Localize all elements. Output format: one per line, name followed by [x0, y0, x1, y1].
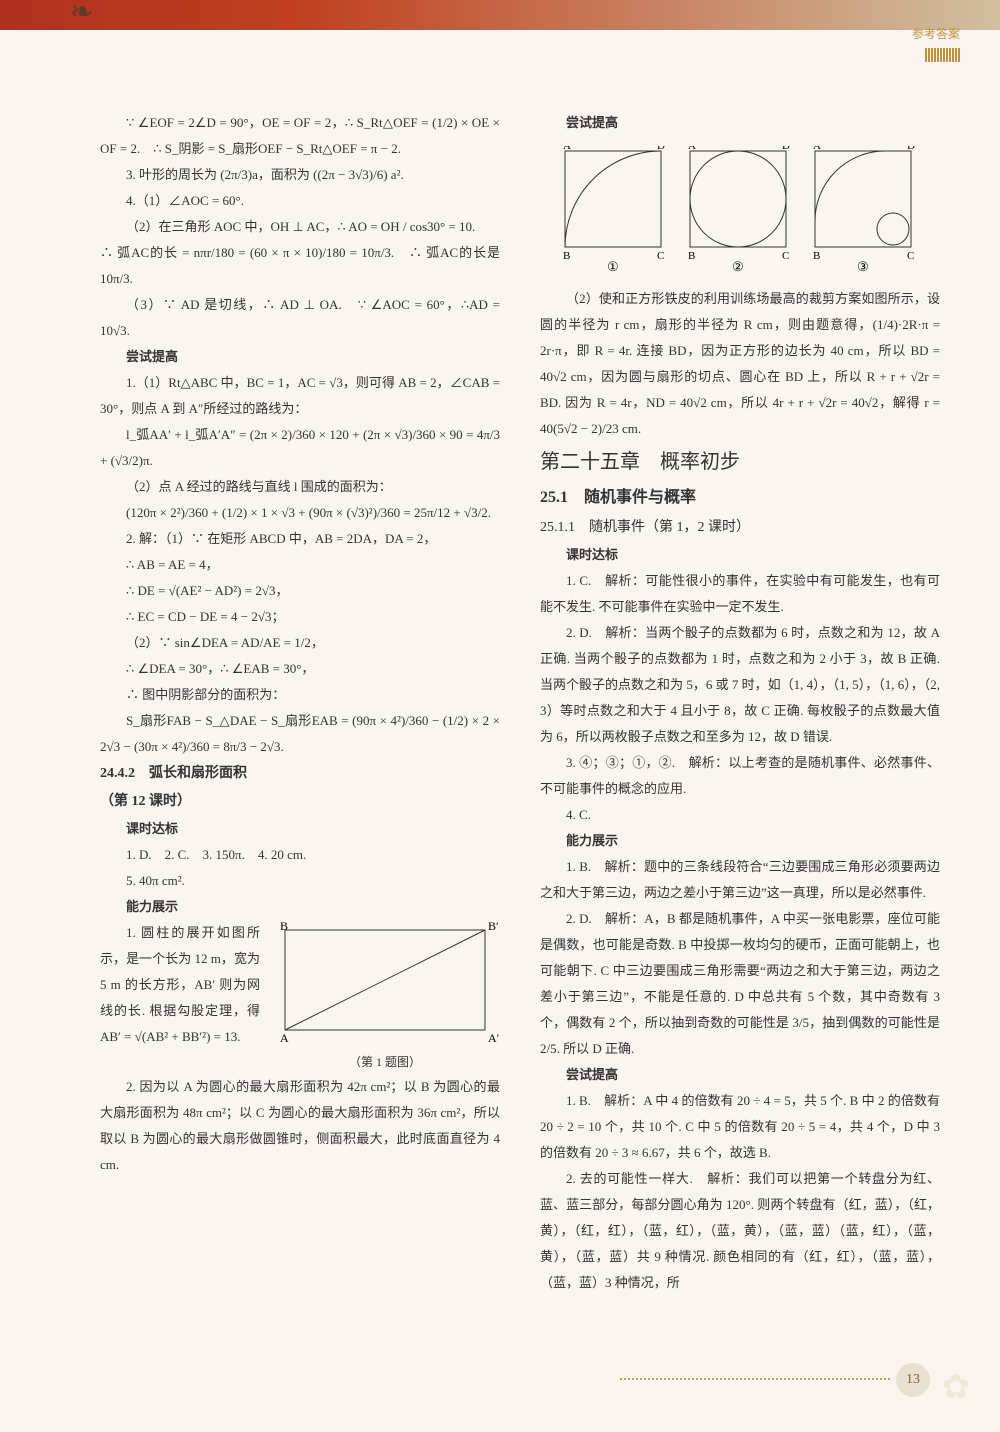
body-text: 1. 圆柱的展开如图所示，是一个长为 12 m，宽为 5 m 的长方形，AB′ … [100, 920, 260, 1050]
svg-text:B: B [688, 250, 695, 262]
body-text: 1. D. 2. C. 3. 150π. 4. 20 cm. [100, 842, 500, 868]
svg-text:A: A [563, 146, 571, 152]
subsection-heading: 尝试提高 [540, 110, 940, 136]
svg-text:B: B [563, 250, 570, 262]
svg-text:A: A [688, 146, 696, 152]
barcode-icon [925, 48, 960, 62]
section-title: 24.4.2 弧长和扇形面积 [100, 760, 500, 788]
svg-text:B: B [813, 250, 820, 262]
svg-text:③: ③ [857, 259, 869, 274]
formula: (120π × 2²)/360 + (1/2) × 1 × √3 + (90π … [100, 500, 500, 526]
section-title: 25.1 随机事件与概率 [540, 482, 940, 514]
leaf-logo-icon: ❧ [70, 0, 93, 29]
figure-caption: （第 1 题图） [270, 1050, 500, 1074]
body-text: 3. ④；③；①，②. 解析：以上考查的是随机事件、必然事件、不可能事件的概念的… [540, 750, 940, 802]
subsection-heading: 能力展示 [540, 828, 940, 854]
header-label: 参考答案 [912, 25, 960, 42]
body-text: （3）∵ AD 是切线，∴ AD ⊥ OA. ∵ ∠AOC = 60°，∴AD … [100, 292, 500, 344]
body-text: 2. D. 解析：A，B 都是随机事件，A 中买一张电影票，座位可能是偶数，也可… [540, 906, 940, 1062]
section-subtitle: （第 12 课时） [100, 788, 500, 816]
formula: S_扇形FAB − S_△DAE − S_扇形EAB = (90π × 4²)/… [100, 708, 500, 760]
text-with-figure: 1. 圆柱的展开如图所示，是一个长为 12 m，宽为 5 m 的长方形，AB′ … [100, 920, 500, 1074]
svg-text:D: D [782, 146, 790, 152]
svg-text:C: C [782, 250, 789, 262]
body-text: （2）使和正方形铁皮的利用训练场最高的裁剪方案如图所示，设圆的半径为 r cm，… [540, 286, 940, 442]
body-text: 2. 因为以 A 为圆心的最大扇形面积为 42π cm²；以 B 为圆心的最大扇… [100, 1074, 500, 1178]
body-text: 4.（1）∠AOC = 60°. [100, 188, 500, 214]
body-text: 3. 叶形的周长为 (2π/3)a，面积为 ((2π − 3√3)/6) a². [100, 162, 500, 188]
body-text: ∵ ∠EOF = 2∠D = 90°，OE = OF = 2，∴ S_Rt△OE… [100, 110, 500, 162]
two-column-body: ∵ ∠EOF = 2∠D = 90°，OE = OF = 2，∴ S_Rt△OE… [0, 30, 1000, 1336]
label-Bp: B′ [488, 920, 499, 933]
label-Ap: A′ [488, 1031, 500, 1045]
subsection-heading: 课时达标 [100, 816, 500, 842]
chapter-title: 第二十五章 概率初步 [540, 442, 940, 482]
page-root: ❧ 参考答案 ∵ ∠EOF = 2∠D = 90°，OE = OF = 2，∴ … [0, 0, 1000, 1432]
body-text: ∴ ∠DEA = 30°，∴ ∠EAB = 30°， [100, 656, 500, 682]
svg-text:D: D [907, 146, 915, 152]
svg-text:A: A [813, 146, 821, 152]
body-text: ∴ 图中阴影部分的面积为： [100, 682, 500, 708]
body-text: 4. C. [540, 802, 940, 828]
body-text: 1. C. 解析：可能性很小的事件，在实验中有可能发生，也有可能不发生. 不可能… [540, 568, 940, 620]
body-text: （2）∵ sin∠DEA = AD/AE = 1/2， [100, 630, 500, 656]
body-text: ∴ AB = AE = 4， [100, 552, 500, 578]
body-text: 1. B. 解析：A 中 4 的倍数有 20 ÷ 4 = 5，共 5 个. B … [540, 1088, 940, 1166]
subsection-heading: 尝试提高 [540, 1062, 940, 1088]
body-text: ∴ EC = CD − DE = 4 − 2√3； [100, 604, 500, 630]
formula: l_弧AA′ + l_弧A′A″ = (2π × 2)/360 × 120 + … [100, 422, 500, 474]
svg-text:②: ② [732, 259, 744, 274]
right-column: 尝试提高 A D B C ① [540, 110, 940, 1296]
left-column: ∵ ∠EOF = 2∠D = 90°，OE = OF = 2，∴ S_Rt△OE… [100, 110, 500, 1296]
svg-text:①: ① [607, 259, 619, 274]
subsection-heading: 课时达标 [540, 542, 940, 568]
body-text: 2. 去的可能性一样大. 解析：我们可以把第一个转盘分为红、蓝、蓝三部分，每部分… [540, 1166, 940, 1296]
body-text: ∴ DE = √(AE² − AD²) = 2√3， [100, 578, 500, 604]
body-text: 1. B. 解析：题中的三条线段符合“三边要围成三角形必须要两边之和大于第三边，… [540, 854, 940, 906]
subsection-title: 25.1.1 随机事件（第 1，2 课时） [540, 514, 940, 542]
body-text: 5. 40π cm². [100, 868, 500, 894]
footer-dots [620, 1378, 890, 1380]
page-number: 13 [896, 1363, 930, 1397]
label-A: A [280, 1031, 289, 1045]
body-text: 2. D. 解析：当两个骰子的点数都为 6 时，点数之和为 12，故 A 正确.… [540, 620, 940, 750]
subsection-heading: 能力展示 [100, 894, 500, 920]
body-text: （2）点 A 经过的路线与直线 l 围成的面积为： [100, 474, 500, 500]
body-text: ∴ 弧AC的长 = nπr/180 = (60 × π × 10)/180 = … [100, 240, 500, 292]
subsection-heading: 尝试提高 [100, 344, 500, 370]
header-stripe: ❧ [0, 0, 1000, 30]
rectangle-figure: B B′ A A′ （第 1 题图） [270, 920, 500, 1074]
body-text: 1.（1）Rt△ABC 中，BC = 1，AC = √3，则可得 AB = 2，… [100, 370, 500, 422]
body-text: （2）在三角形 AOC 中，OH ⊥ AC，∴ AO = OH / cos30°… [100, 214, 500, 240]
svg-text:D: D [657, 146, 665, 152]
label-B: B [280, 920, 288, 933]
body-text: 2. 解：（1）∵ 在矩形 ABCD 中，AB = 2DA，DA = 2， [100, 526, 500, 552]
svg-text:C: C [907, 250, 914, 262]
flower-icon: ✿ [942, 1367, 971, 1407]
svg-text:C: C [657, 250, 664, 262]
three-squares-figure: A D B C ① A D B C ② [540, 146, 940, 276]
